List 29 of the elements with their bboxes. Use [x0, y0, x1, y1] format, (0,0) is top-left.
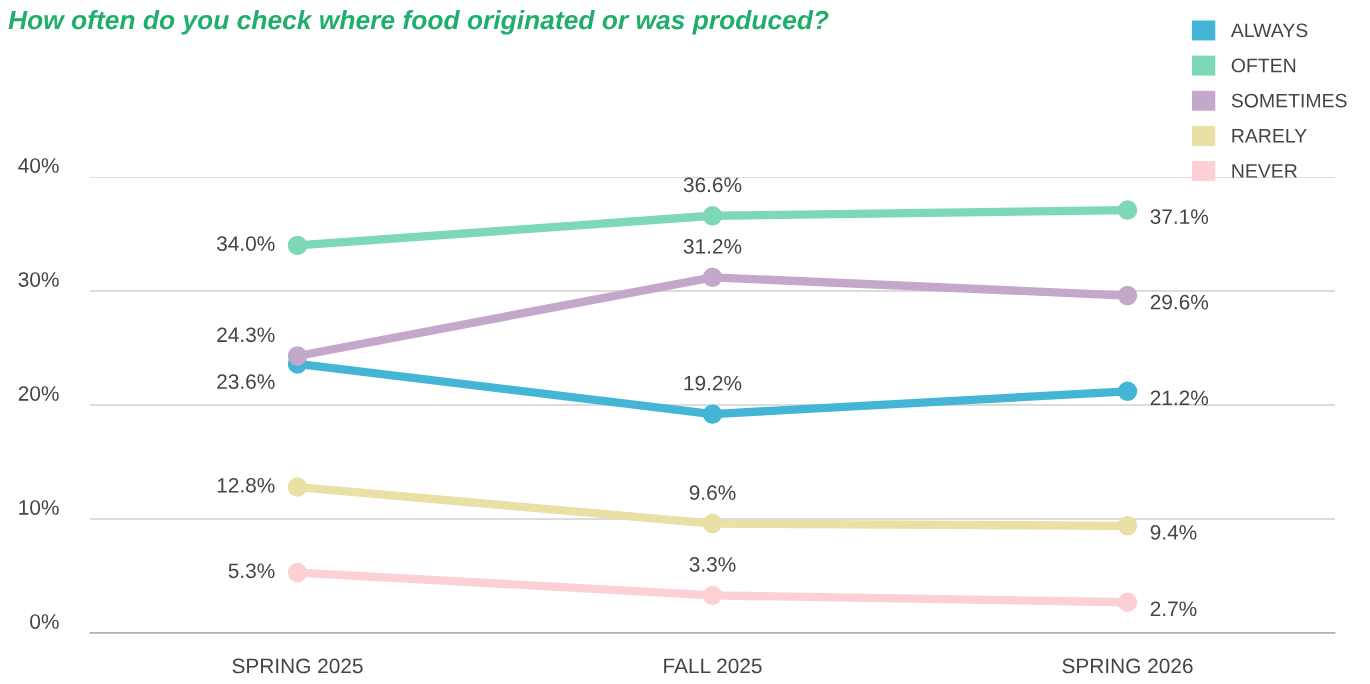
data-label: 34.0%: [217, 236, 275, 251]
legend-label: OFTEN: [1231, 58, 1296, 73]
data-label: 37.1%: [1150, 209, 1209, 224]
y-tick-label: 40%: [18, 158, 59, 173]
x-tick-label: FALL 2025: [664, 658, 762, 674]
chart-title: How often do you check where food originated or was produced?: [8, 10, 829, 35]
y-tick-label: 20%: [18, 386, 59, 401]
legend-label: SOMETIMES: [1231, 93, 1347, 108]
data-label: 19.2%: [684, 375, 742, 391]
data-label: 2.7%: [1150, 601, 1197, 617]
data-label: 12.8%: [217, 477, 275, 493]
data-label: 31.2%: [683, 239, 742, 254]
legend-label: NEVER: [1232, 164, 1297, 178]
data-label: 23.6%: [217, 374, 275, 389]
data-label: 29.6%: [1150, 294, 1209, 310]
y-tick-label: 10%: [19, 500, 59, 515]
x-tick-label: SPRING 2026: [1062, 658, 1193, 674]
data-label: 3.3%: [689, 557, 736, 572]
legend-label: RARELY: [1232, 129, 1307, 143]
x-tick-label: SPRING 2025: [232, 658, 363, 674]
y-tick-label: 30%: [18, 272, 59, 287]
y-tick-label: 0%: [30, 614, 59, 629]
data-label: 36.6%: [683, 177, 742, 193]
data-label: 5.3%: [228, 563, 275, 579]
data-label: 9.4%: [1150, 525, 1197, 540]
data-label: 24.3%: [217, 327, 275, 343]
data-label: 21.2%: [1150, 390, 1209, 406]
data-label: 9.6%: [689, 485, 736, 500]
legend-label: ALWAYS: [1230, 23, 1308, 38]
